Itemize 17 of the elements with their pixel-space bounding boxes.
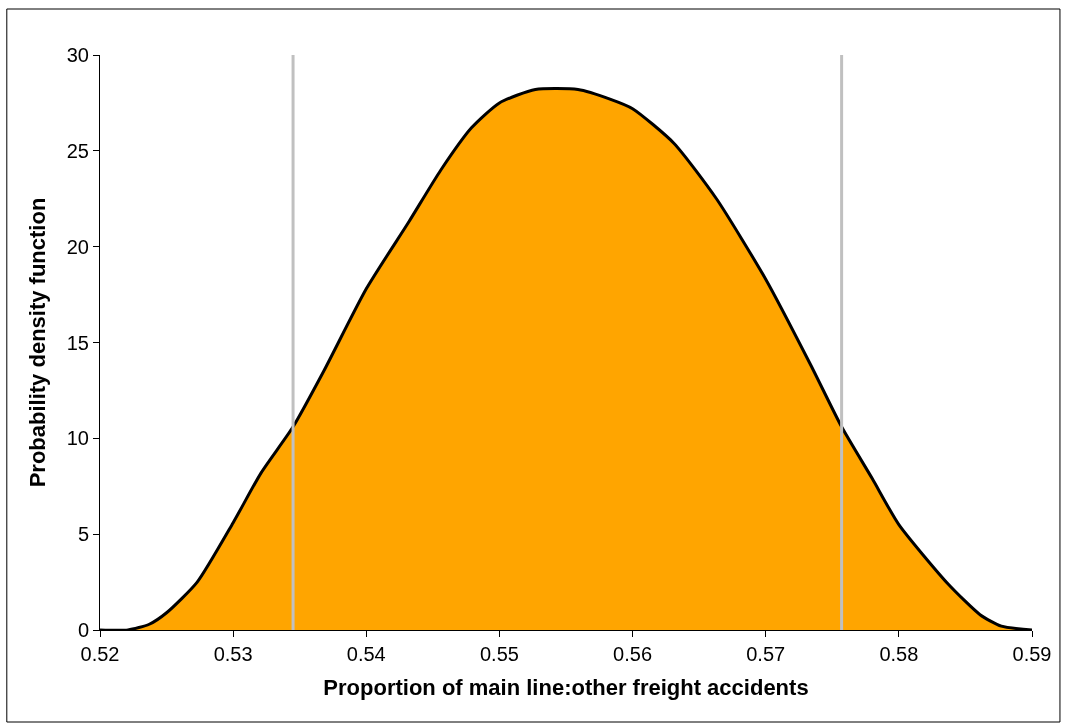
y-tick-label: 30 [66,44,89,66]
x-tick-label: 0.52 [80,643,120,665]
y-tick-label: 5 [77,523,89,546]
x-tick-label: 0.53 [213,643,253,665]
x-tick-label: 0.56 [613,643,653,665]
x-tick-label: 0.59 [1012,643,1052,665]
y-axis-title: Probability density function [24,197,50,488]
x-tick-label: 0.58 [879,643,919,665]
x-axis-title: Proportion of main line:other freight accidents [323,674,809,700]
y-tick-label: 10 [66,427,89,450]
x-tick-label: 0.54 [346,643,386,665]
y-tick-label: 20 [66,235,89,258]
x-tick-label: 0.55 [479,643,519,665]
x-tick-label: 0.57 [746,643,786,665]
y-tick-label: 25 [66,139,89,162]
y-tick-label: 15 [66,331,89,354]
y-tick-label: 0 [77,619,89,641]
